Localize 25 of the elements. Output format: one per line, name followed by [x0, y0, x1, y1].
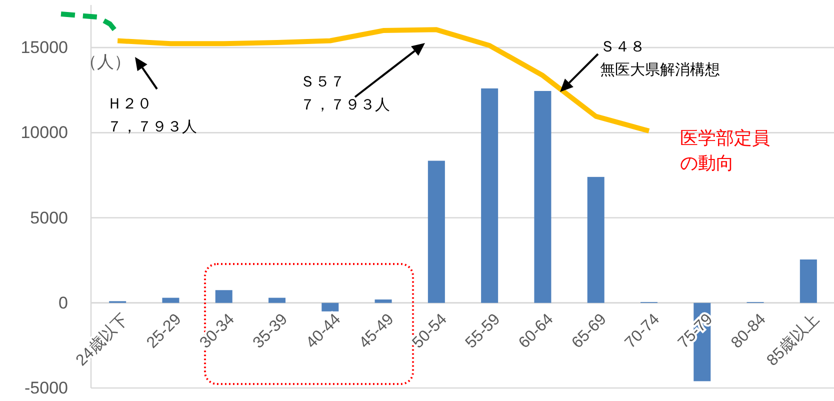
annotation: Ｈ２０	[107, 96, 152, 112]
bar	[587, 176, 604, 303]
annotation: Ｓ４８	[600, 38, 645, 56]
bar	[481, 88, 498, 303]
bar	[268, 298, 286, 303]
y-tick-label: 0	[58, 293, 68, 312]
bar	[374, 299, 392, 303]
annotation: の動向	[680, 153, 734, 173]
y-axis-title: （人）	[80, 52, 131, 72]
annotation: ７，７９３人	[107, 118, 197, 136]
x-tick-label: 24歳以下	[72, 310, 132, 370]
annotation: 医学部定員	[680, 128, 770, 148]
bar	[162, 298, 180, 303]
bar	[215, 290, 232, 303]
bar	[322, 302, 339, 312]
y-tick-label: 10000	[20, 123, 68, 142]
annotation: ７，７９３人	[300, 96, 390, 114]
bar	[800, 259, 817, 303]
annotation: 無医大県解消構想	[600, 62, 720, 78]
y-tick-label: 15000	[20, 38, 68, 58]
y-tick-label: -5000	[24, 378, 68, 398]
annotation: Ｓ５７	[300, 74, 345, 90]
bar	[534, 90, 552, 303]
y-tick-label: 5000	[30, 208, 68, 228]
bar	[428, 160, 445, 303]
